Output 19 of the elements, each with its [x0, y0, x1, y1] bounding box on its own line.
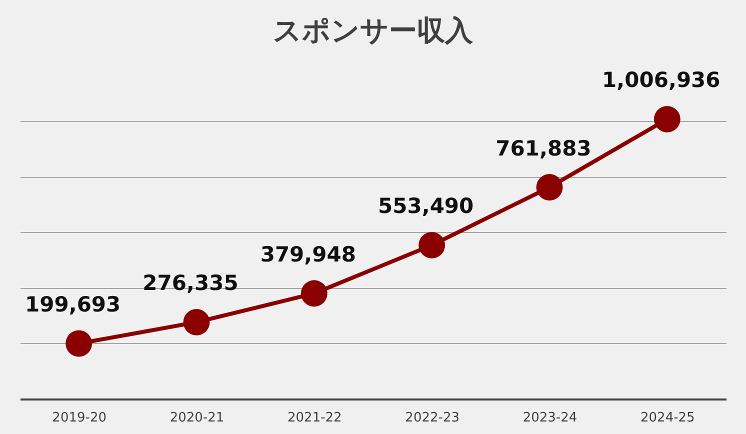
x-tick-label: 2022-23: [405, 410, 460, 426]
data-label: 276,335: [142, 271, 238, 296]
data-label: 379,948: [260, 242, 356, 266]
point: [300, 280, 328, 307]
data-label: 761,883: [496, 136, 592, 160]
point: [183, 309, 210, 336]
x-tick-label: 2019-20: [52, 410, 106, 426]
point: [654, 106, 680, 132]
data-label: 553,490: [378, 194, 474, 218]
chart-title: スポンサー収入: [273, 14, 474, 47]
x-tick-label: 2023-24: [522, 410, 578, 426]
point: [66, 330, 92, 357]
x-tick-label: 2020-21: [170, 410, 224, 426]
point: [418, 232, 446, 258]
x-tick-label: 2021-22: [288, 410, 342, 426]
x-tick-label: 2024-25: [640, 410, 695, 426]
point: [536, 174, 563, 200]
data-label: 199,693: [25, 292, 121, 317]
data-label: 1,006,936: [602, 68, 720, 92]
